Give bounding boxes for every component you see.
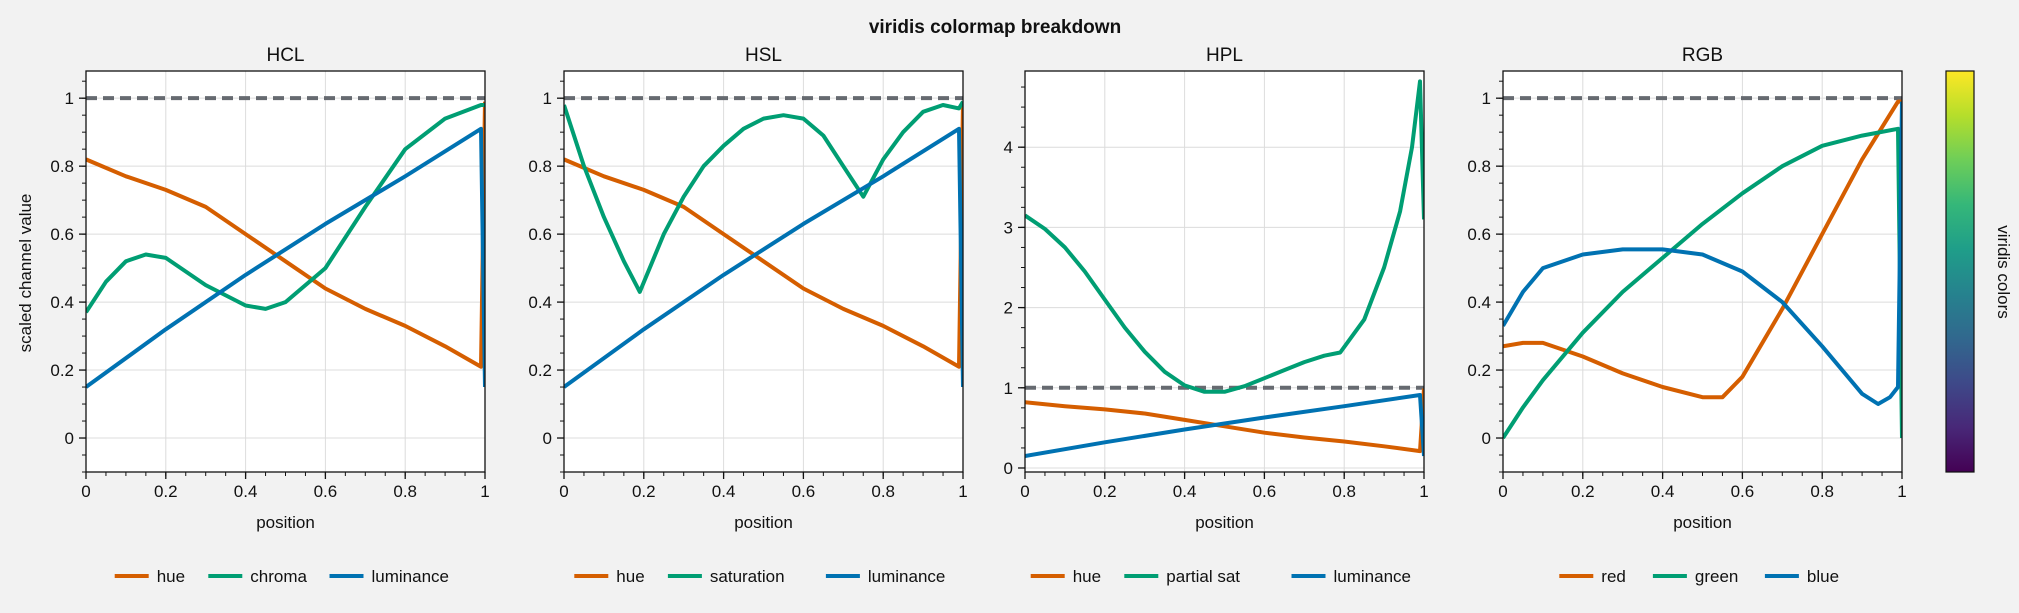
legend-label: luminance (868, 567, 946, 586)
x-tick-label: 0 (1498, 482, 1507, 501)
x-axis-label: position (1195, 513, 1254, 532)
x-tick-label: 0 (81, 482, 90, 501)
y-tick-label: 0.4 (1467, 293, 1491, 312)
y-tick-label: 0 (1482, 429, 1491, 448)
x-tick-label: 0.4 (712, 482, 736, 501)
y-tick-label: 0.2 (1467, 361, 1491, 380)
y-tick-label: 0 (543, 429, 552, 448)
x-tick-label: 0 (1020, 482, 1029, 501)
x-axis-label: position (1673, 513, 1732, 532)
x-tick-label: 0.8 (871, 482, 895, 501)
panel-title: HCL (266, 45, 304, 66)
x-tick-label: 1 (1419, 482, 1428, 501)
y-tick-label: 1 (65, 89, 74, 108)
colorbar: viridis colors (1945, 70, 2013, 473)
y-tick-label: 3 (1004, 218, 1013, 237)
panel-hcl: 0 0.2 0.4 0.6 0.8 1 0 0.2 0.4 0.6 0.8 1 HCL position h… (50, 45, 489, 586)
plot-area (1503, 71, 1902, 472)
x-tick-label: 0.8 (1332, 482, 1356, 501)
panel-title: RGB (1682, 45, 1723, 66)
legend: red green blue (1559, 567, 1839, 586)
legend: hue saturation luminance (574, 567, 945, 586)
legend-label: luminance (1334, 567, 1412, 586)
figure-suptitle: viridis colormap breakdown (869, 17, 1121, 38)
y-tick-label: 0 (65, 429, 74, 448)
legend-label: hue (1073, 567, 1101, 586)
y-tick-label: 0.6 (528, 225, 552, 244)
series-line-luminance (564, 126, 963, 389)
legend-label: partial sat (1166, 567, 1240, 586)
legend-label: luminance (372, 567, 450, 586)
legend: hue chroma luminance (114, 567, 450, 586)
series-line-luminance (1025, 393, 1424, 458)
x-tick-label: 1 (1897, 482, 1906, 501)
x-tick-label: 0.2 (154, 482, 178, 501)
y-tick-label: 0.4 (50, 293, 74, 312)
panel-title: HSL (745, 45, 782, 66)
y-tick-label: 0.8 (1467, 157, 1491, 176)
series-line-luminance (86, 126, 485, 389)
series-line-red (1503, 99, 1902, 400)
legend-label: hue (616, 567, 644, 586)
legend-label: blue (1807, 567, 1839, 586)
x-tick-label: 0.2 (1093, 482, 1117, 501)
y-tick-label: 0.6 (50, 225, 74, 244)
legend-label: chroma (250, 567, 307, 586)
series-line-hue (86, 101, 485, 369)
x-tick-label: 0 (559, 482, 568, 501)
y-tick-label: 0 (1004, 459, 1013, 478)
series-line-hue (564, 101, 963, 369)
x-tick-label: 0.6 (1253, 482, 1277, 501)
series-line-green (1503, 126, 1902, 440)
legend-label: hue (157, 567, 185, 586)
x-tick-label: 0.8 (1810, 482, 1834, 501)
x-tick-label: 0.6 (1731, 482, 1755, 501)
series-line-blue (1503, 101, 1902, 406)
x-axis-label: position (734, 513, 793, 532)
y-tick-label: 2 (1004, 299, 1013, 318)
x-axis-label: position (256, 513, 315, 532)
legend-label: green (1695, 567, 1738, 586)
y-tick-label: 0.8 (50, 157, 74, 176)
legend-label: saturation (710, 567, 785, 586)
y-tick-label: 0.8 (528, 157, 552, 176)
chart-panels: 0 0.2 0.4 0.6 0.8 1 0 0.2 0.4 0.6 0.8 1 HCL position h… (50, 45, 1906, 586)
x-tick-label: 0.6 (314, 482, 338, 501)
x-tick-label: 0.8 (393, 482, 417, 501)
colorbar-label: viridis colors (1994, 225, 2013, 319)
x-tick-label: 0.2 (632, 482, 656, 501)
colorbar-gradient (1945, 70, 1975, 473)
x-tick-label: 0.4 (1173, 482, 1197, 501)
y-tick-label: 0.6 (1467, 225, 1491, 244)
x-tick-label: 0.4 (234, 482, 258, 501)
panel-rgb: 0 0.2 0.4 0.6 0.8 1 0 0.2 0.4 0.6 0.8 1 RGB position r… (1467, 45, 1906, 586)
x-tick-label: 0.4 (1651, 482, 1675, 501)
y-tick-label: 4 (1004, 138, 1013, 157)
series-line-chroma (86, 103, 485, 314)
x-tick-label: 0.2 (1571, 482, 1595, 501)
panel-hsl: 0 0.2 0.4 0.6 0.8 1 0 0.2 0.4 0.6 0.8 1 HSL position h… (528, 45, 967, 586)
plot-area (86, 71, 485, 472)
legend: hue partial sat luminance (1030, 567, 1412, 586)
series-line-hue (1025, 388, 1424, 454)
y-tick-label: 0.2 (528, 361, 552, 380)
x-tick-label: 1 (958, 482, 967, 501)
y-tick-label: 1 (543, 89, 552, 108)
legend-label: red (1601, 567, 1626, 586)
series-line-saturation (564, 100, 963, 294)
y-tick-label: 0.4 (528, 293, 552, 312)
y-tick-label: 1 (1482, 89, 1491, 108)
series-line-partial-sat (1025, 79, 1424, 394)
shared-y-axis-label: scaled channel value (16, 194, 35, 353)
y-tick-label: 0.2 (50, 361, 74, 380)
x-tick-label: 0.6 (792, 482, 816, 501)
y-tick-label: 1 (1004, 379, 1013, 398)
x-tick-label: 1 (480, 482, 489, 501)
panel-hpl: 0 0.2 0.4 0.6 0.8 1 0 1 2 3 4 HPL position hue partial… (1004, 45, 1429, 586)
panel-title: HPL (1206, 45, 1243, 66)
